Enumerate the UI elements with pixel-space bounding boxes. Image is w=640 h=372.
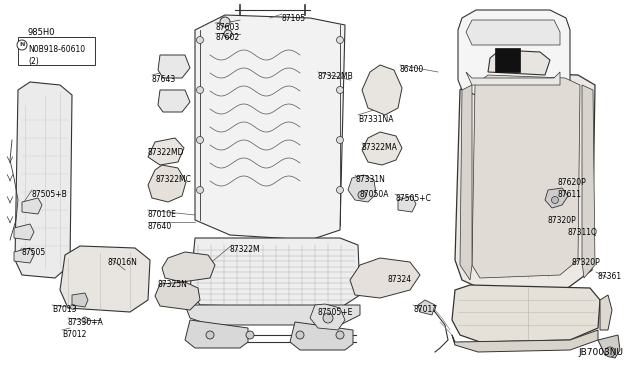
Polygon shape bbox=[290, 322, 353, 350]
Circle shape bbox=[196, 87, 204, 93]
Polygon shape bbox=[458, 10, 570, 95]
Text: 87050A: 87050A bbox=[360, 190, 390, 199]
Circle shape bbox=[82, 317, 88, 323]
Circle shape bbox=[224, 30, 232, 38]
Text: 87505+C: 87505+C bbox=[395, 194, 431, 203]
Polygon shape bbox=[22, 198, 42, 214]
Polygon shape bbox=[598, 335, 620, 358]
Text: 87320P: 87320P bbox=[548, 216, 577, 225]
Circle shape bbox=[337, 87, 344, 93]
Text: 87320P: 87320P bbox=[571, 258, 600, 267]
Polygon shape bbox=[148, 165, 186, 202]
Polygon shape bbox=[348, 175, 376, 202]
Text: 87322MA: 87322MA bbox=[362, 143, 398, 152]
Polygon shape bbox=[185, 305, 360, 325]
Text: N: N bbox=[19, 42, 25, 48]
Polygon shape bbox=[452, 285, 600, 342]
Circle shape bbox=[196, 36, 204, 44]
Text: 87017: 87017 bbox=[413, 305, 437, 314]
Circle shape bbox=[337, 137, 344, 144]
Circle shape bbox=[358, 191, 366, 199]
Text: 87311Q: 87311Q bbox=[567, 228, 597, 237]
Polygon shape bbox=[15, 82, 72, 278]
Polygon shape bbox=[418, 300, 435, 315]
Polygon shape bbox=[582, 85, 595, 278]
Polygon shape bbox=[466, 20, 560, 45]
Text: 87322MD: 87322MD bbox=[148, 148, 184, 157]
Text: 87016N: 87016N bbox=[108, 258, 138, 267]
Polygon shape bbox=[162, 252, 215, 282]
Polygon shape bbox=[545, 188, 568, 208]
Polygon shape bbox=[14, 224, 34, 240]
Text: B7331NA: B7331NA bbox=[358, 115, 394, 124]
Circle shape bbox=[206, 331, 214, 339]
Text: 985H0: 985H0 bbox=[28, 28, 56, 37]
Polygon shape bbox=[185, 320, 248, 348]
Polygon shape bbox=[398, 196, 416, 212]
Circle shape bbox=[246, 331, 254, 339]
Polygon shape bbox=[488, 50, 550, 75]
Text: B7012: B7012 bbox=[62, 330, 86, 339]
Circle shape bbox=[336, 331, 344, 339]
Polygon shape bbox=[350, 258, 420, 298]
Polygon shape bbox=[600, 295, 612, 330]
Text: 86400: 86400 bbox=[400, 65, 424, 74]
Text: 87505+B: 87505+B bbox=[32, 190, 68, 199]
Polygon shape bbox=[472, 75, 580, 278]
Text: 87105: 87105 bbox=[282, 14, 306, 23]
Polygon shape bbox=[466, 72, 560, 85]
Text: 87611: 87611 bbox=[558, 190, 582, 199]
Text: 87330+A: 87330+A bbox=[68, 318, 104, 327]
Text: 87331N: 87331N bbox=[355, 175, 385, 184]
Polygon shape bbox=[72, 293, 88, 307]
Circle shape bbox=[337, 36, 344, 44]
Circle shape bbox=[552, 196, 559, 203]
Text: 87620P: 87620P bbox=[558, 178, 587, 187]
Polygon shape bbox=[158, 90, 190, 112]
Circle shape bbox=[196, 186, 204, 193]
Text: 87324: 87324 bbox=[388, 275, 412, 284]
Circle shape bbox=[337, 186, 344, 193]
Polygon shape bbox=[14, 248, 34, 263]
Text: JB7003NU: JB7003NU bbox=[578, 348, 623, 357]
Polygon shape bbox=[60, 246, 150, 312]
Circle shape bbox=[220, 17, 230, 27]
Circle shape bbox=[605, 347, 615, 357]
Text: 87603: 87603 bbox=[215, 23, 239, 32]
Polygon shape bbox=[452, 330, 598, 352]
Text: 87640: 87640 bbox=[148, 222, 172, 231]
Circle shape bbox=[17, 40, 27, 50]
Polygon shape bbox=[362, 65, 402, 115]
Polygon shape bbox=[155, 282, 200, 310]
Polygon shape bbox=[460, 85, 472, 280]
Circle shape bbox=[70, 305, 76, 310]
Polygon shape bbox=[158, 55, 190, 78]
Polygon shape bbox=[195, 15, 345, 240]
Text: 87322MB: 87322MB bbox=[318, 72, 354, 81]
Polygon shape bbox=[495, 48, 520, 72]
Polygon shape bbox=[362, 132, 402, 165]
Polygon shape bbox=[148, 138, 184, 165]
Text: 87643: 87643 bbox=[152, 75, 176, 84]
Circle shape bbox=[296, 331, 304, 339]
Text: 87322MC: 87322MC bbox=[155, 175, 191, 184]
Text: 87602: 87602 bbox=[215, 33, 239, 42]
Polygon shape bbox=[310, 304, 345, 330]
Text: B7013: B7013 bbox=[52, 305, 77, 314]
Polygon shape bbox=[455, 72, 595, 295]
Text: 87010E: 87010E bbox=[148, 210, 177, 219]
Circle shape bbox=[196, 137, 204, 144]
Circle shape bbox=[323, 313, 333, 323]
Text: 87505+E: 87505+E bbox=[318, 308, 353, 317]
Text: (2): (2) bbox=[28, 57, 39, 66]
Text: 87322M: 87322M bbox=[230, 245, 260, 254]
Text: 87325N: 87325N bbox=[158, 280, 188, 289]
Polygon shape bbox=[190, 238, 360, 308]
Text: N0B918-60610: N0B918-60610 bbox=[28, 45, 85, 54]
Text: 87361: 87361 bbox=[598, 272, 622, 281]
Text: 87505: 87505 bbox=[22, 248, 46, 257]
